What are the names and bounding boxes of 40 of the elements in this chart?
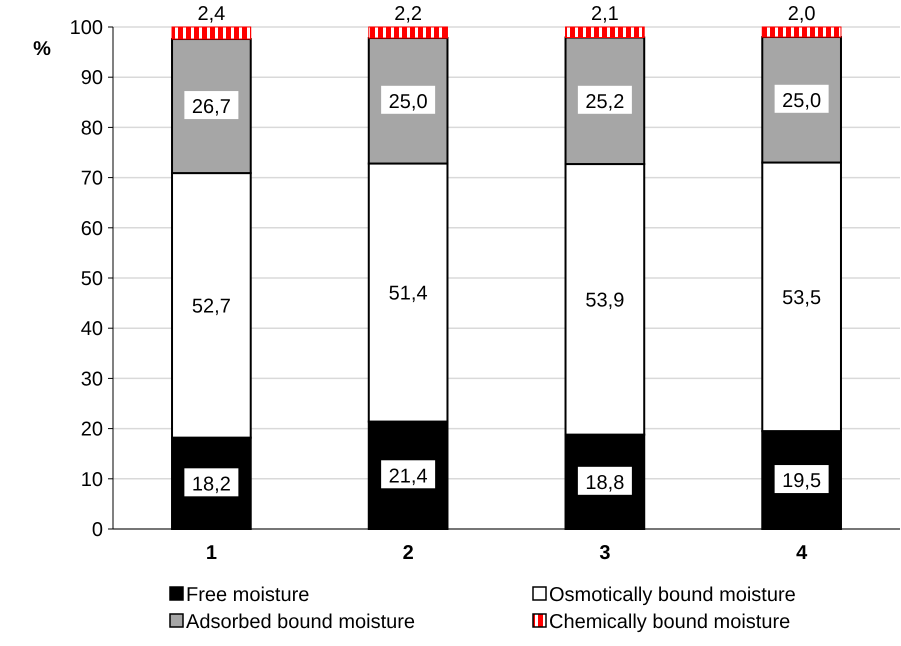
y-tick-label: 10 — [80, 468, 103, 491]
y-tick-label: 0 — [92, 519, 103, 541]
legend-label: Free moisture — [186, 584, 310, 606]
y-tick-label: 20 — [80, 418, 103, 441]
x-tick-label: 4 — [796, 542, 808, 564]
data-label: 25,2 — [585, 90, 624, 113]
y-tick-label: 80 — [80, 117, 103, 140]
data-label: 53,5 — [782, 286, 822, 309]
data-label: 52,7 — [192, 295, 231, 318]
data-label: 18,8 — [585, 472, 624, 494]
y-axis-title: % — [33, 38, 52, 60]
data-label: 2,4 — [197, 3, 226, 25]
y-tick-label: 90 — [80, 67, 103, 90]
x-tick-label: 3 — [599, 542, 610, 564]
y-tick-label: 100 — [70, 17, 103, 39]
legend-label: Adsorbed bound moisture — [186, 611, 416, 633]
data-label: 26,7 — [192, 96, 231, 118]
y-tick-label: 50 — [80, 268, 103, 290]
data-label: 51,4 — [388, 282, 428, 305]
data-label: 19,5 — [782, 470, 822, 492]
y-tick-label: 70 — [80, 168, 103, 190]
data-label: 2,0 — [788, 3, 816, 25]
bar — [368, 26, 448, 39]
y-tick-label: 40 — [80, 318, 103, 340]
data-label: 25,0 — [782, 90, 822, 112]
bar — [565, 26, 645, 38]
legend-label: Osmotically bound moisture — [549, 584, 796, 606]
x-tick-label: 1 — [206, 542, 217, 564]
data-label: 53,9 — [585, 289, 624, 312]
y-tick-label: 30 — [80, 368, 103, 390]
legend-label: Chemically bound moisture — [549, 611, 790, 633]
data-label: 25,0 — [388, 90, 428, 113]
data-label: 2,1 — [590, 3, 619, 25]
bar — [172, 26, 252, 40]
data-label: 18,2 — [192, 473, 231, 496]
y-tick-label: 60 — [80, 218, 103, 240]
data-label: 2,2 — [394, 3, 422, 25]
data-label: 21,4 — [388, 465, 428, 488]
x-tick-label: 2 — [402, 542, 414, 564]
bar — [762, 26, 842, 38]
